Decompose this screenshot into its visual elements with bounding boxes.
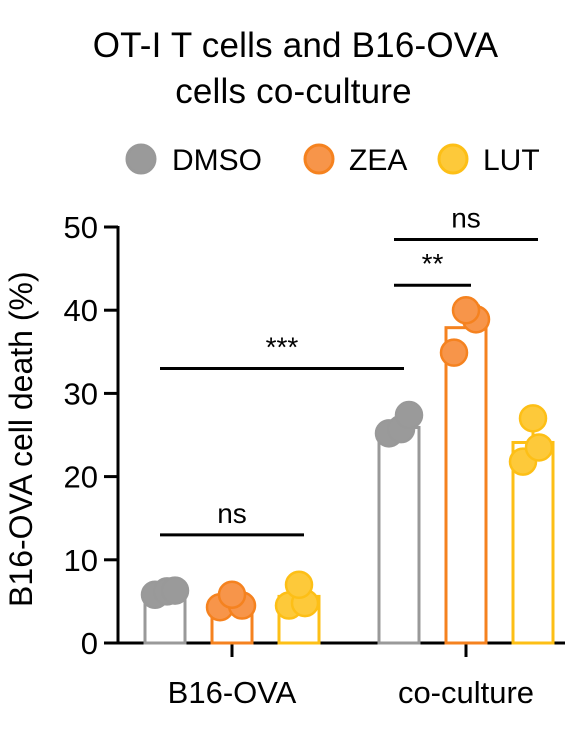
y-tick-label-0: 0 — [81, 626, 98, 661]
data-point-dmso — [160, 576, 190, 605]
x-category-label: B16-OVA — [168, 675, 297, 710]
chart-title-line-2: cells co-culture — [175, 72, 412, 111]
data-point-zea — [217, 580, 247, 609]
data-point-lut — [284, 570, 314, 600]
legend-label-lut: LUT — [483, 144, 540, 177]
legend-marker-dmso — [125, 143, 157, 175]
y-tick-label-30: 30 — [64, 376, 98, 411]
significance-label-0: *** — [266, 331, 299, 362]
data-point-zea — [439, 338, 469, 367]
data-point-lut — [524, 433, 554, 462]
data-point-dmso — [394, 400, 424, 430]
y-tick-label-50: 50 — [64, 210, 98, 245]
x-category-label: co-culture — [398, 675, 534, 710]
significance-label-1: ns — [217, 498, 247, 529]
y-tick-label-40: 40 — [64, 293, 98, 328]
legend-label-zea: ZEA — [349, 144, 407, 177]
y-tick-label-20: 20 — [64, 460, 98, 495]
chart-title-line-1: OT-I T cells and B16-OVA — [92, 26, 499, 65]
bar-lut-1 — [511, 440, 555, 645]
y-axis-title: B16-OVA cell death (%) — [3, 271, 39, 607]
bar-dmso-1 — [377, 426, 421, 645]
legend-marker-lut — [437, 143, 469, 175]
y-tick-label-10: 10 — [64, 543, 98, 578]
significance-label-3: ns — [451, 202, 481, 233]
legend-marker-zea — [303, 143, 335, 175]
data-point-lut — [518, 404, 548, 433]
legend-label-dmso: DMSO — [172, 144, 262, 177]
significance-label-2: ** — [422, 248, 444, 279]
data-point-zea — [451, 295, 481, 325]
bar-zea-1 — [444, 326, 488, 645]
